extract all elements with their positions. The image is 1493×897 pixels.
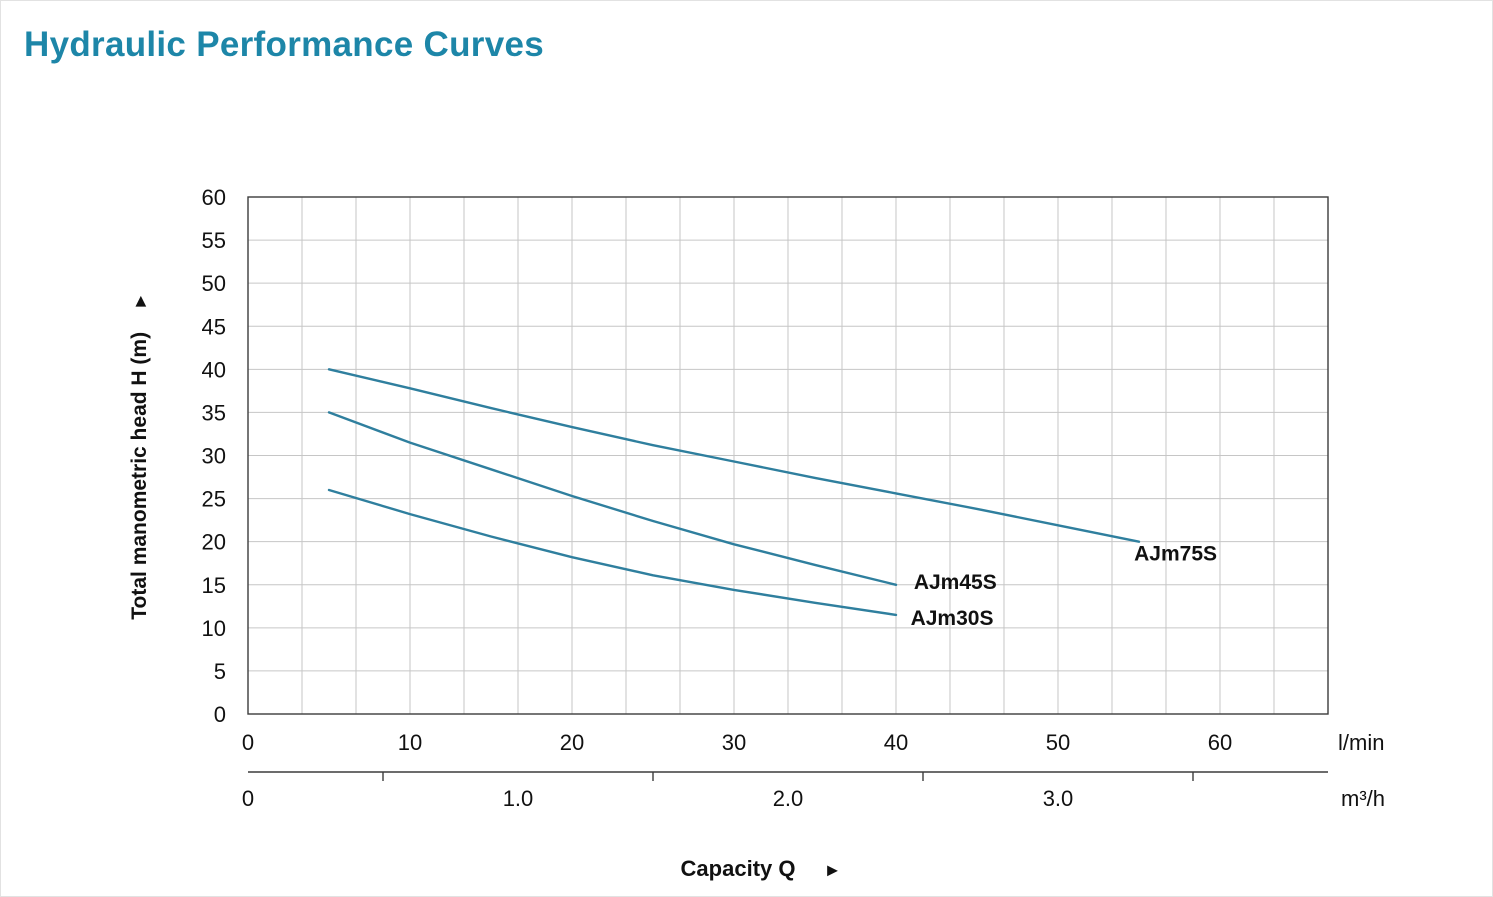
series-label-AJm75S: AJm75S xyxy=(1134,543,1217,566)
curve-line-AJm75S xyxy=(327,368,1141,543)
svg-text:2.0: 2.0 xyxy=(773,786,804,811)
svg-text:1.0: 1.0 xyxy=(503,786,534,811)
svg-text:40: 40 xyxy=(884,730,908,755)
svg-text:25: 25 xyxy=(202,487,226,512)
svg-text:60: 60 xyxy=(202,185,226,210)
svg-text:45: 45 xyxy=(202,314,226,339)
svg-text:60: 60 xyxy=(1208,730,1232,755)
svg-text:50: 50 xyxy=(1046,730,1070,755)
svg-text:15: 15 xyxy=(202,573,226,598)
chart-title: Hydraulic Performance Curves xyxy=(24,25,545,64)
svg-text:40: 40 xyxy=(202,357,226,382)
svg-text:30: 30 xyxy=(722,730,746,755)
svg-text:10: 10 xyxy=(202,616,226,641)
svg-text:5: 5 xyxy=(214,659,226,684)
y-axis-title: Total manometric head H (m) ► xyxy=(128,196,158,716)
svg-text:0: 0 xyxy=(242,786,254,811)
svg-text:20: 20 xyxy=(560,730,584,755)
x-axis-arrow-icon: ► xyxy=(823,860,842,880)
curve-AJm45S: AJm45S xyxy=(327,411,997,594)
svg-text:0: 0 xyxy=(242,730,254,755)
series-label-AJm30S: AJm30S xyxy=(911,607,994,630)
svg-text:10: 10 xyxy=(398,730,422,755)
curve-AJm30S: AJm30S xyxy=(327,488,994,630)
grid-lines xyxy=(247,196,1329,715)
curve-line-AJm30S xyxy=(327,488,898,617)
plot-border xyxy=(247,196,1329,715)
x-unit-secondary: m³/h xyxy=(1341,786,1385,811)
svg-text:55: 55 xyxy=(202,228,226,253)
x-axis-secondary: 0 1.0 2.0 3.0 m³/h xyxy=(242,771,1385,811)
svg-text:35: 35 xyxy=(202,400,226,425)
x-unit-primary: l/min xyxy=(1338,730,1384,755)
curve-AJm75S: AJm75S xyxy=(327,368,1217,566)
x-axis-title: Capacity Q ► xyxy=(181,856,1341,882)
y-axis-arrow-icon: ► xyxy=(130,292,150,311)
y-axis-title-text: Total manometric head H (m) xyxy=(128,331,151,620)
svg-text:30: 30 xyxy=(202,444,226,469)
curve-line-AJm45S xyxy=(327,411,898,586)
x-axis-title-text: Capacity Q xyxy=(680,856,796,881)
svg-text:50: 50 xyxy=(202,271,226,296)
series-label-AJm45S: AJm45S xyxy=(914,571,997,594)
svg-text:3.0: 3.0 xyxy=(1043,786,1074,811)
y-tick-labels: 0 5 10 15 20 25 30 35 40 45 50 55 60 xyxy=(202,185,226,727)
x-tick-labels-primary: 0 10 20 30 40 50 60 l/min xyxy=(242,730,1385,755)
svg-text:0: 0 xyxy=(214,702,226,727)
svg-text:20: 20 xyxy=(202,530,226,555)
